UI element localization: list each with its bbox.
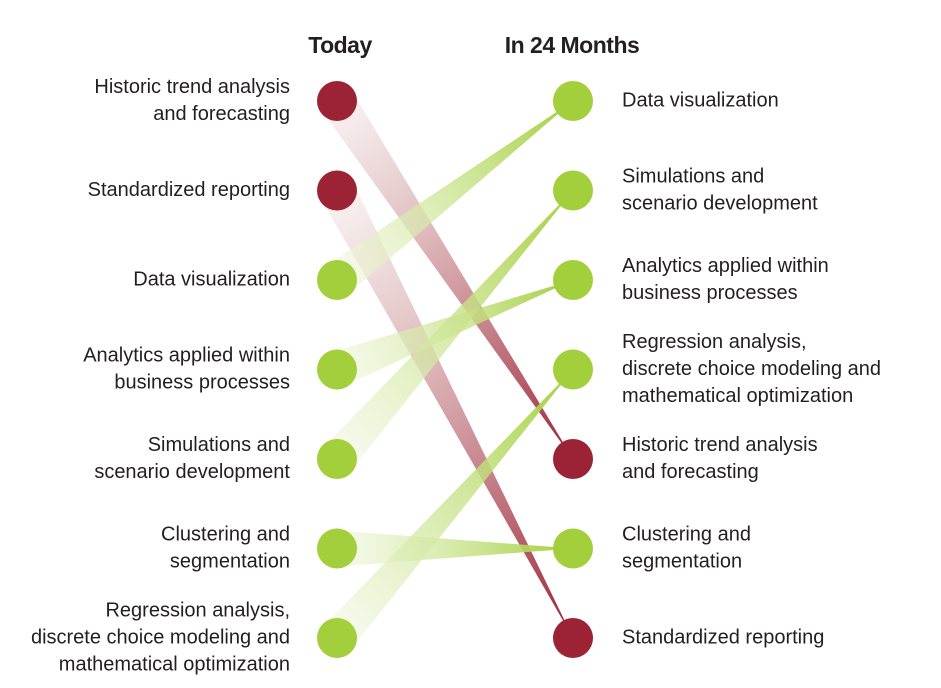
right-node [553, 349, 593, 390]
left-label: Clustering and [161, 523, 290, 545]
left-label: segmentation [170, 550, 290, 572]
left-label: Historic trend analysis [94, 76, 290, 98]
left-label: mathematical optimization [59, 653, 290, 675]
right-label: mathematical optimization [622, 385, 853, 407]
right-label: Clustering and [622, 523, 751, 545]
left-node [317, 260, 357, 300]
right-node [553, 170, 593, 211]
right-label: business processes [622, 282, 798, 304]
left-label: Data visualization [133, 268, 290, 290]
left-node [317, 170, 357, 211]
right-node [553, 618, 593, 658]
right-node [553, 439, 593, 479]
right-label: Data visualization [622, 89, 779, 111]
right-label: segmentation [622, 550, 742, 572]
connector [337, 530, 573, 567]
connector [326, 101, 573, 295]
left-label: business processes [114, 371, 290, 393]
connector [323, 190, 573, 471]
left-node [317, 618, 357, 658]
left-label: and forecasting [153, 103, 290, 125]
right-label: scenario development [622, 192, 818, 214]
right-label: Standardized reporting [622, 626, 824, 648]
left-node [317, 349, 357, 390]
right-label: Simulations and [622, 165, 764, 187]
right-header: In 24 Months [505, 32, 640, 58]
right-label: Regression analysis, [622, 331, 807, 353]
right-label: and forecasting [622, 461, 759, 483]
left-node [317, 439, 357, 479]
left-node [317, 81, 357, 121]
nodes [317, 81, 593, 658]
connectors [321, 91, 573, 650]
right-node [553, 260, 593, 300]
connector [321, 182, 573, 638]
left-label: Simulations and [148, 434, 290, 456]
connector [323, 369, 573, 650]
left-label: Standardized reporting [88, 179, 290, 201]
left-label: discrete choice modeling and [31, 626, 290, 648]
right-node [553, 81, 593, 121]
right-label: Historic trend analysis [622, 434, 818, 456]
left-label: Regression analysis, [105, 599, 290, 621]
right-node [553, 528, 593, 569]
left-node [317, 528, 357, 569]
right-label: discrete choice modeling and [622, 358, 881, 380]
left-label: Analytics applied within [83, 344, 290, 366]
left-label: scenario development [94, 461, 290, 483]
left-header: Today [308, 32, 372, 58]
connector [321, 91, 573, 460]
right-label: Analytics applied within [622, 255, 829, 277]
